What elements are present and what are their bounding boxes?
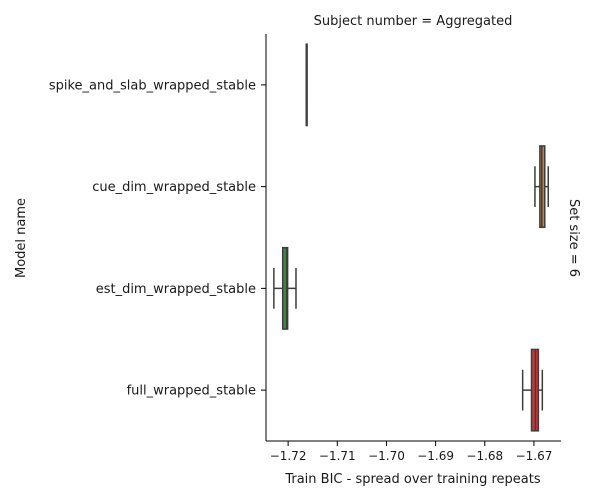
x-tick-label: −1.68 [466, 449, 503, 463]
x-tick-label: −1.67 [516, 449, 553, 463]
y-tick-label: full_wrapped_stable [127, 384, 256, 399]
x-tick-group: −1.72 −1.71 −1.70 −1.69 −1.68 −1.67 [270, 441, 553, 463]
x-tick-label: −1.72 [270, 449, 307, 463]
y-tick-label: spike_and_slab_wrapped_stable [49, 78, 256, 93]
y-tick-label: est_dim_wrapped_stable [96, 282, 256, 297]
x-axis-label: Train BIC - spread over training repeats [284, 472, 541, 487]
y-tick-group: spike_and_slab_wrapped_stable cue_dim_wra… [49, 78, 266, 399]
box-full_wrapped_stable [521, 348, 544, 432]
box-cue_dim_wrapped_stable [534, 145, 549, 229]
x-tick-label: −1.69 [417, 449, 454, 463]
y-axis-label: Model name [14, 198, 29, 278]
row-facet-label: Set size = 6 [566, 199, 581, 277]
facet-title: Subject number = Aggregated [314, 14, 513, 29]
box-est_dim_wrapped_stable [273, 246, 297, 330]
y-tick-label: cue_dim_wrapped_stable [92, 180, 256, 195]
box-group [273, 43, 549, 432]
x-tick-label: −1.70 [368, 449, 405, 463]
box-spike_and_slab_wrapped_stable [305, 43, 308, 127]
x-tick-label: −1.71 [319, 449, 356, 463]
